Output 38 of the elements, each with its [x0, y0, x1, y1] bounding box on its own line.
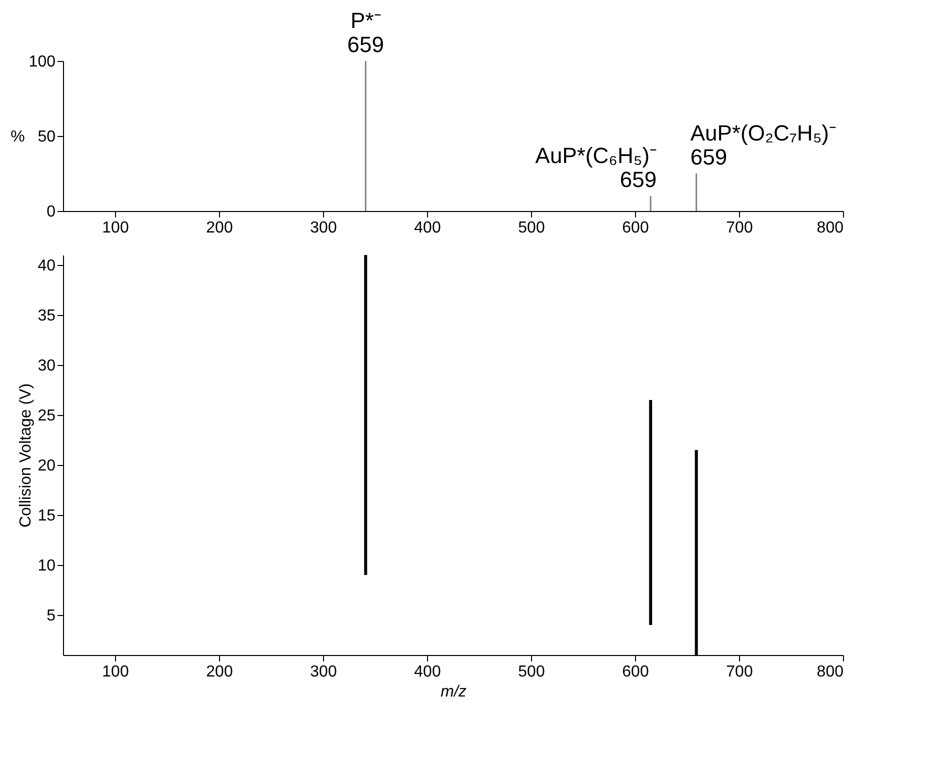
x-tick-label: 700 [726, 220, 753, 236]
y-axis-title: % [10, 128, 25, 146]
x-tick-label: 300 [310, 664, 337, 680]
y-tick-label: 50 [38, 128, 56, 146]
y-tick-label: 30 [38, 358, 56, 374]
x-tick-label: 600 [622, 220, 649, 236]
x-tick-label: 400 [414, 220, 441, 236]
annotation: 659 [347, 32, 384, 57]
bar [649, 400, 652, 625]
annotation: 659 [690, 144, 728, 170]
x-tick-label: 800 [816, 220, 844, 236]
annotation: AuP*(C₆H₅)⁻ [535, 143, 657, 168]
x-tick-label: 300 [310, 220, 337, 236]
y-axis-title: Collision Voltage (V) [18, 383, 35, 528]
annotation: 659 [620, 167, 657, 192]
y-tick-label: 35 [38, 308, 56, 324]
y-tick-label: 10 [38, 558, 56, 574]
x-tick-label: 200 [206, 664, 233, 680]
y-tick-label: 0 [46, 204, 56, 220]
annotation: AuP*(O₂C₇H₅)⁻ [690, 120, 836, 146]
x-tick-label: 500 [518, 664, 545, 680]
y-tick-label: 15 [38, 508, 56, 524]
bar [364, 255, 368, 575]
annotation: P*⁻ [350, 8, 381, 33]
x-tick-label: 800 [816, 664, 844, 680]
x-tick-label: 200 [206, 220, 233, 236]
y-tick-label: 25 [38, 408, 56, 424]
y-tick-label: 20 [38, 458, 56, 474]
y-tick-label: 40 [38, 258, 56, 274]
x-tick-label: 100 [102, 220, 129, 236]
x-tick-label: 500 [518, 220, 545, 236]
x-tick-label: 700 [726, 664, 753, 680]
y-tick-label: 100 [28, 54, 56, 70]
x-tick-label: 400 [414, 664, 441, 680]
x-tick-label: 600 [622, 664, 649, 680]
x-tick-label: 100 [102, 664, 129, 680]
y-tick-label: 5 [46, 608, 56, 624]
x-axis-title: m/z [440, 684, 466, 700]
